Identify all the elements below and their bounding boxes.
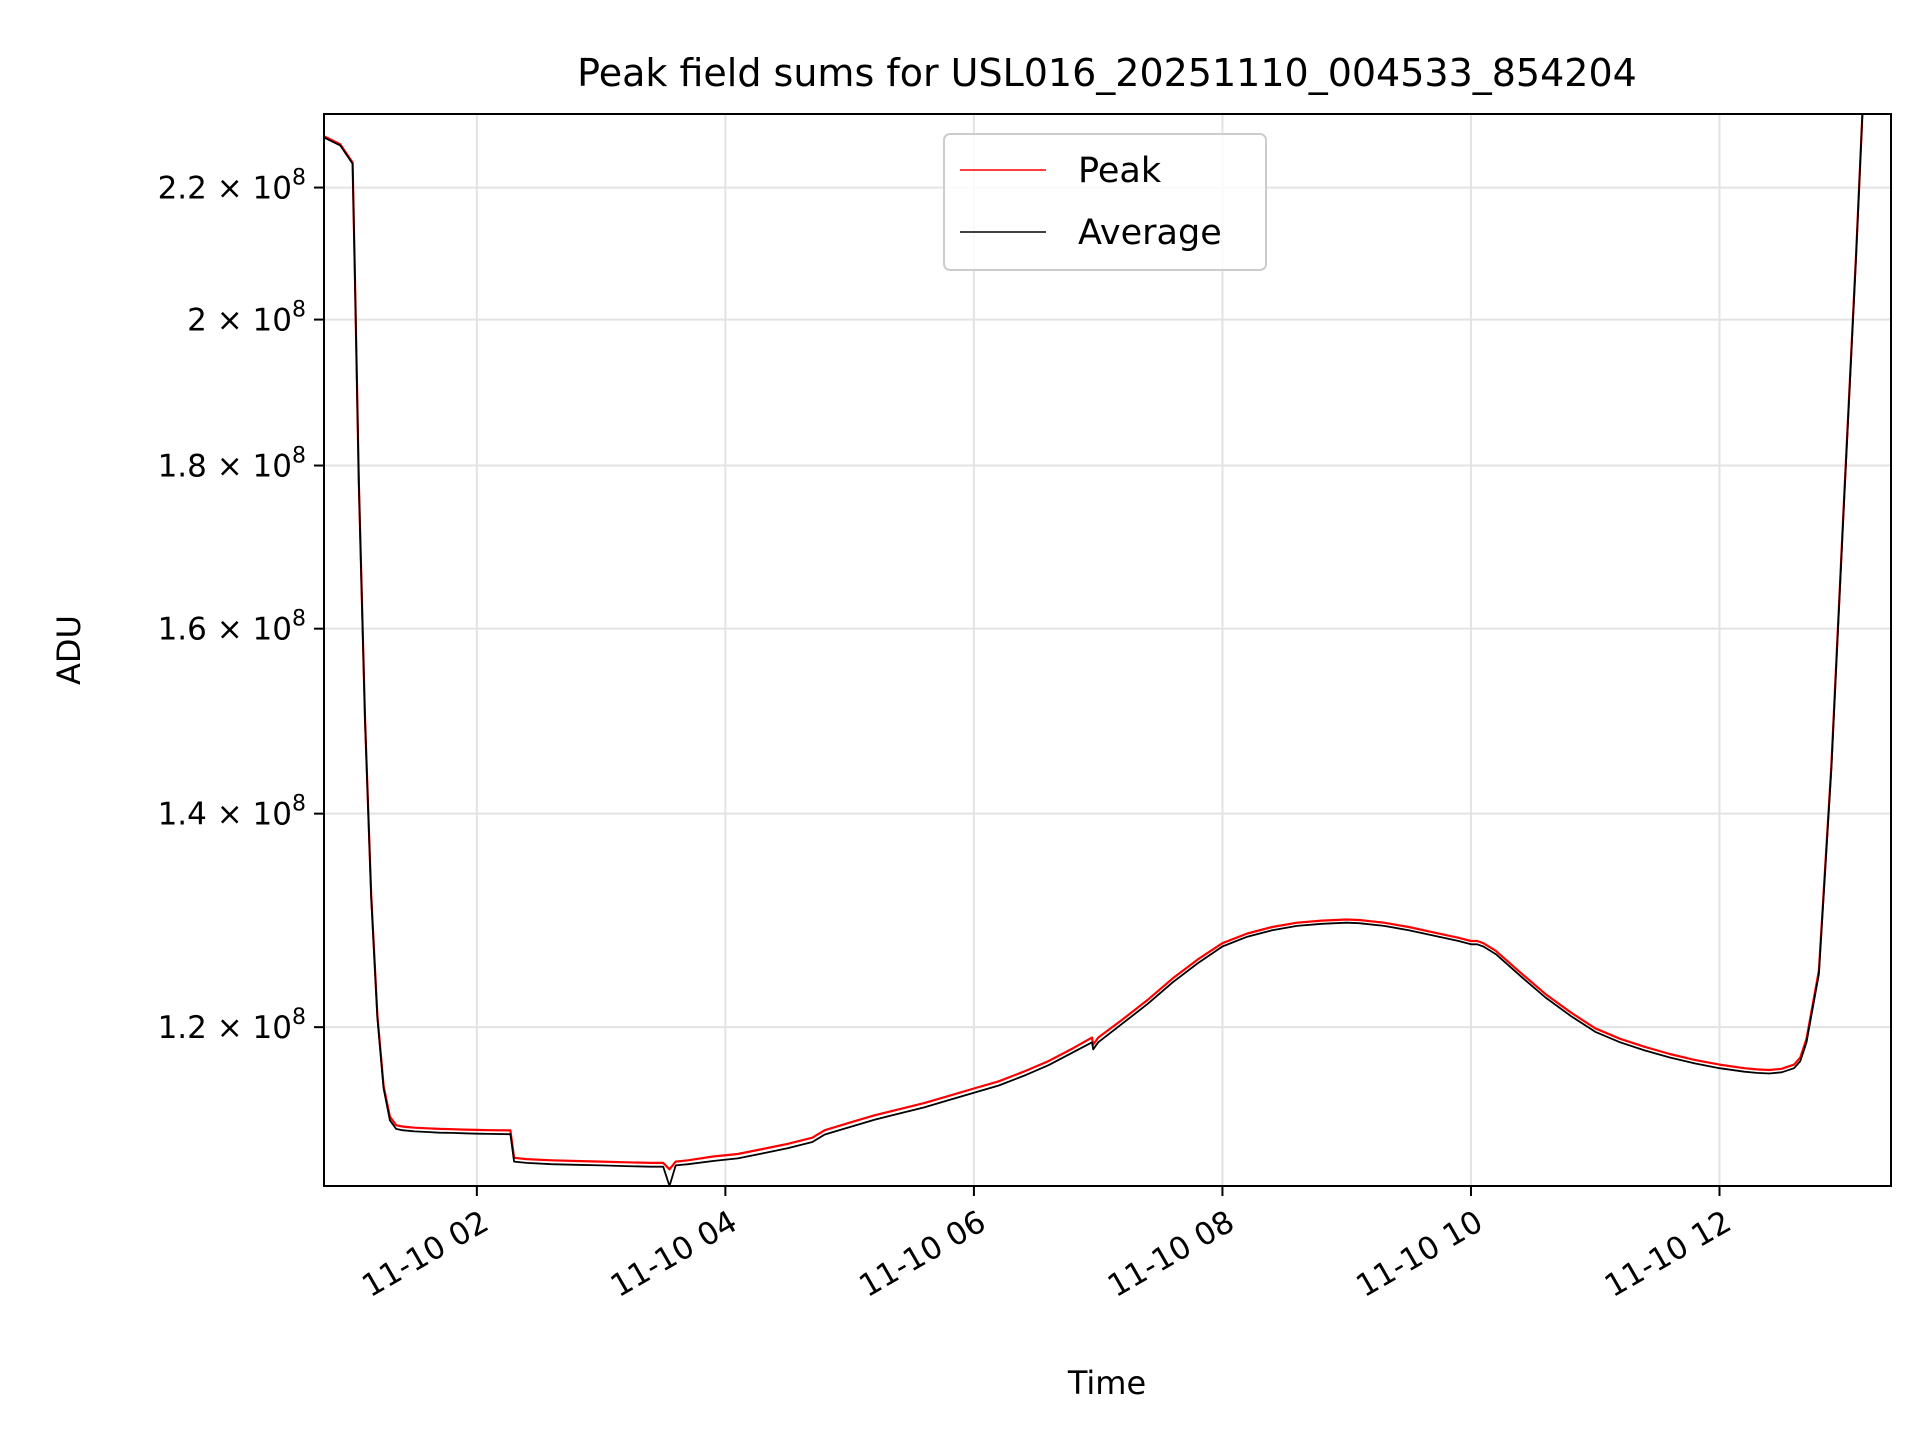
y-tick-label: 2 × 108 (187, 298, 306, 339)
y-tick-label: 1.4 × 108 (158, 792, 306, 833)
chart-title: Peak field sums for USL016_20251110_0045… (577, 51, 1637, 95)
y-tick-label: 1.2 × 108 (158, 1005, 306, 1046)
series-line-peak (324, 114, 1864, 1171)
grid (324, 114, 1891, 1186)
legend-label-average: Average (1078, 213, 1222, 253)
y-tick-label: 2.2 × 108 (158, 166, 306, 207)
x-axis-label: Time (1067, 1364, 1146, 1402)
legend: Peak Average (943, 133, 1267, 271)
series-layer (324, 114, 1864, 1186)
legend-box (943, 133, 1267, 271)
series-line-average (324, 114, 1864, 1186)
legend-label-peak: Peak (1078, 151, 1162, 191)
y-tick-label: 1.6 × 108 (158, 607, 306, 648)
y-tick-label: 1.8 × 108 (158, 444, 306, 485)
y-axis-label: ADU (50, 615, 88, 685)
plot-frame (323, 113, 1892, 1187)
